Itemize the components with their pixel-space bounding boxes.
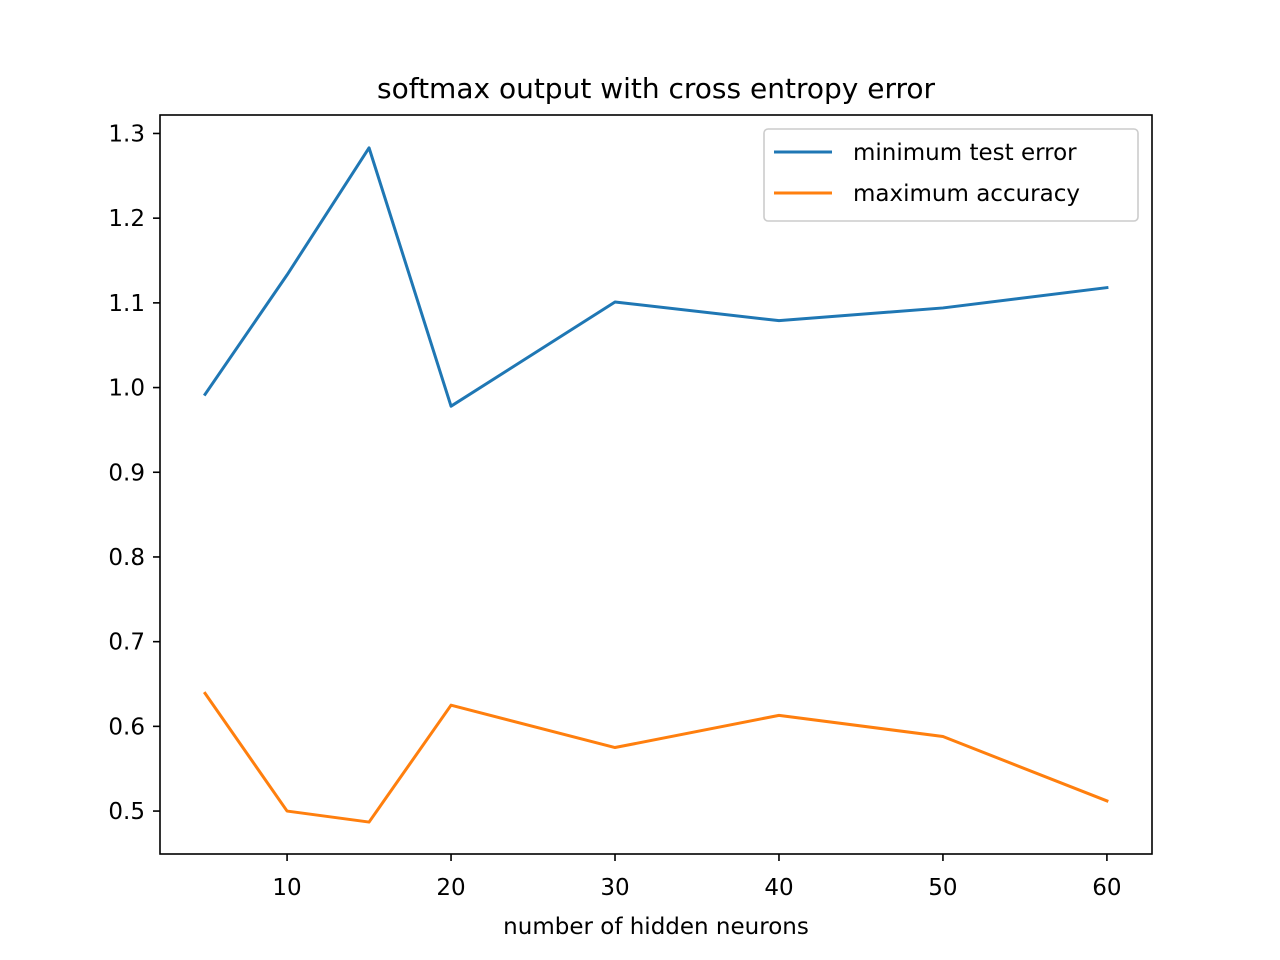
x-axis-label: number of hidden neurons [503, 914, 809, 940]
axes-frame [159, 114, 1153, 855]
y-tick-label: 0.6 [108, 714, 145, 740]
y-tick-label: 1.3 [108, 121, 145, 147]
series-line-1 [203, 691, 1109, 824]
x-tick-label: 40 [764, 875, 793, 901]
series-line-0 [203, 146, 1109, 408]
chart-title: softmax output with cross entropy error [377, 72, 936, 105]
legend-label-0: minimum test error [853, 140, 1077, 166]
x-tick-label: 60 [1092, 875, 1121, 901]
x-tick-label: 10 [272, 875, 301, 901]
y-tick-label: 0.7 [108, 630, 145, 656]
x-tick-label: 20 [436, 875, 465, 901]
legend-label-1: maximum accuracy [853, 181, 1080, 207]
y-tick-label: 1.1 [108, 291, 145, 317]
x-tick-label: 30 [600, 875, 629, 901]
legend: minimum test error maximum accuracy [763, 128, 1139, 222]
y-tick-label: 1.2 [108, 206, 145, 232]
y-tick-label: 0.5 [108, 799, 145, 825]
legend-box [763, 128, 1139, 222]
x-tick-label: 50 [928, 875, 957, 901]
y-tick-label: 1.0 [108, 376, 145, 402]
y-tick-label: 0.8 [108, 545, 145, 571]
y-tick-label: 0.9 [108, 460, 145, 486]
plot-area: 10 20 30 40 50 60 0.5 0.6 0.7 0.8 0.9 1.0 1.1 1.2 1.3 [108, 114, 1153, 901]
